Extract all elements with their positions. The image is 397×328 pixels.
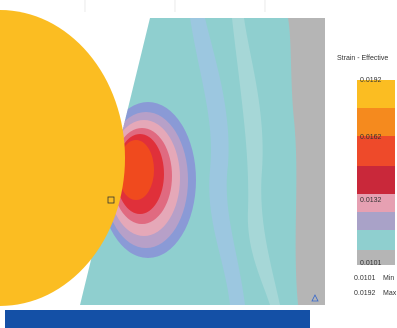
die: [0, 10, 125, 306]
min-label: Min: [383, 275, 394, 282]
legend-tick: 0.0192: [360, 77, 382, 84]
colorbar: [357, 80, 395, 265]
legend-title: Strain - Effective: [337, 55, 388, 62]
marker: [107, 196, 115, 204]
min-value: 0.0101: [354, 275, 376, 282]
legend-tick: 0.0132: [360, 197, 382, 204]
legend-tick: 0.0162: [360, 134, 382, 141]
max-value: 0.0192: [354, 290, 376, 297]
axis-triad: [311, 294, 319, 302]
max-label: Max: [383, 290, 397, 297]
status-bar: [5, 310, 310, 328]
legend-tick: 0.0101: [360, 260, 382, 267]
